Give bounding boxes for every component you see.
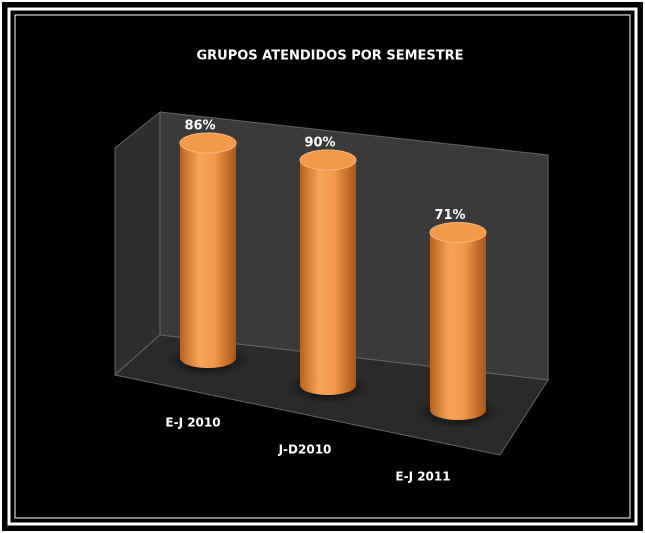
frame-inner bbox=[14, 14, 631, 519]
value-label: 71% bbox=[434, 208, 465, 223]
side-wall bbox=[114, 110, 161, 377]
cylinder-top bbox=[429, 222, 487, 243]
cylinder-top bbox=[179, 132, 237, 154]
value-label: 86% bbox=[184, 119, 215, 134]
x-tick-label: J-D2010 bbox=[278, 443, 332, 457]
cylinder bbox=[180, 143, 236, 368]
cylinder bbox=[430, 232, 486, 420]
chart-title: GRUPOS ATENDIDOS POR SEMESTRE bbox=[196, 49, 463, 64]
value-label: 90% bbox=[304, 136, 335, 151]
frame-border bbox=[7, 7, 638, 526]
cylinder-top bbox=[299, 149, 357, 171]
x-tick-label: E-J 2010 bbox=[165, 416, 220, 430]
cylinder bbox=[300, 160, 356, 395]
x-tick-label: E-J 2011 bbox=[395, 470, 450, 484]
